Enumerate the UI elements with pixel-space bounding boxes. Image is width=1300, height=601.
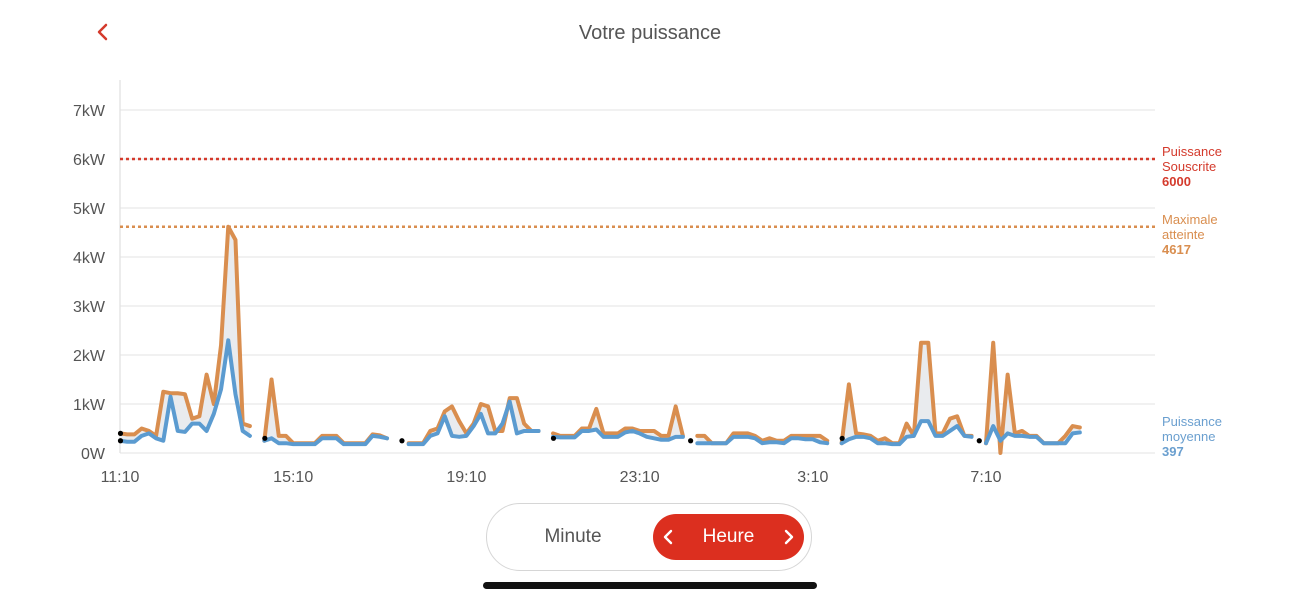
- y-tick-label: 7kW: [73, 103, 106, 120]
- average-power-line: [551, 427, 685, 442]
- gap-marker: [399, 438, 405, 444]
- y-tick-label: 4kW: [73, 250, 106, 267]
- reference-label: Souscrite: [1162, 159, 1216, 174]
- y-tick-label: 1kW: [73, 397, 106, 414]
- gap-marker: [117, 430, 124, 436]
- reference-value: 6000: [1162, 174, 1191, 189]
- home-indicator: [483, 582, 817, 589]
- peak-power-line: [551, 404, 685, 438]
- gap-marker: [550, 435, 557, 441]
- average-power-line: [984, 424, 1082, 446]
- heure-option[interactable]: Heure: [653, 514, 804, 560]
- range-area: [986, 342, 1080, 453]
- previous-period-chevron-left-icon[interactable]: [659, 527, 679, 547]
- reference-value: 397: [1162, 444, 1184, 459]
- reference-label: atteinte: [1162, 227, 1205, 242]
- peak-power-line: [839, 340, 974, 446]
- peak-power-line: [262, 377, 390, 446]
- average-power-line: [118, 338, 252, 444]
- gap-marker: [839, 435, 845, 441]
- chevron-left-icon: [97, 23, 108, 41]
- reference-label: Maximale: [1162, 212, 1218, 227]
- gap-marker: [976, 438, 982, 444]
- x-tick-label: 15:10: [273, 469, 313, 486]
- next-period-chevron-right-icon[interactable]: [778, 527, 798, 547]
- x-tick-label: 11:10: [101, 469, 140, 486]
- reference-label: moyenne: [1162, 429, 1215, 444]
- page-title: Votre puissance: [578, 22, 722, 44]
- power-chart: 0W 1kW 2kW 3kW 4kW 5kW 6kW 7kW 11:10 15:10 19:10 2…: [73, 80, 1222, 486]
- gap-marker: [688, 438, 694, 444]
- range-area: [264, 379, 388, 445]
- gap-marker: [117, 438, 124, 444]
- range-area: [120, 226, 250, 442]
- y-tick-label: 5kW: [73, 201, 106, 218]
- average-power-line: [695, 434, 830, 446]
- y-tick-label: 0W: [81, 446, 106, 463]
- back-button[interactable]: [88, 18, 116, 46]
- minute-option[interactable]: Minute: [544, 526, 602, 547]
- average-power-line: [406, 399, 541, 447]
- average-power-line: [839, 419, 974, 447]
- gap-marker: [262, 435, 268, 441]
- x-tick-label: 3:10: [797, 469, 828, 486]
- reference-label: Puissance: [1162, 414, 1222, 429]
- heure-label: Heure: [702, 526, 755, 547]
- reference-value: 4617: [1162, 242, 1191, 257]
- x-tick-label: 7:10: [970, 469, 1001, 486]
- y-tick-label: 3kW: [73, 299, 106, 316]
- granularity-toggle: Minute Heure: [486, 503, 812, 571]
- x-tick-label: 19:10: [446, 469, 486, 486]
- y-tick-label: 2kW: [73, 348, 106, 365]
- y-tick-label: 6kW: [73, 152, 106, 169]
- reference-label: Puissance: [1162, 144, 1222, 159]
- average-power-line: [262, 433, 390, 447]
- x-tick-label: 23:10: [620, 469, 660, 486]
- peak-power-line: [118, 224, 252, 438]
